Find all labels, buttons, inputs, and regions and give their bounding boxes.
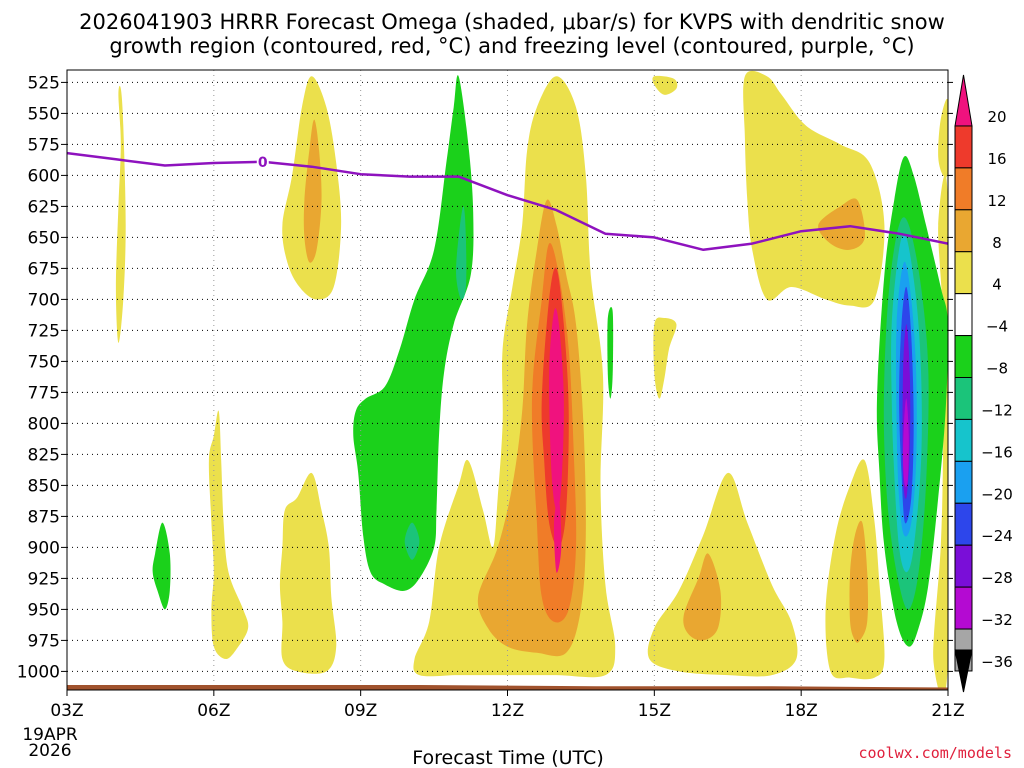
colorbar-bin-top (954, 74, 973, 127)
colorbar-label-4: 4 (992, 276, 1002, 294)
x-tick-label-21Z: 21Z (931, 701, 964, 721)
colorbar-label-5: −4 (986, 318, 1008, 336)
chart-title-line2: growth region (contoured, red, °C) and f… (109, 34, 914, 58)
y-tick-label-775: 775 (28, 383, 60, 403)
omega-positive-15z-lowlevel-8 (683, 553, 722, 641)
omega-4-to-8-small-lowlevel (152, 522, 171, 610)
colorbar: 20 16 12 8 4 −4 −8 −12 −16 −20 −24 −28 −32 −36 (954, 74, 1013, 693)
x-tick-label-09Z: 09Z (344, 701, 377, 721)
colorbar-label-10: −24 (981, 527, 1013, 545)
y-tick-label-600: 600 (28, 166, 60, 186)
colorbar-label-1: 16 (987, 150, 1006, 168)
colorbar-bin-3 (954, 209, 973, 253)
omega-positive-14z-small (653, 317, 677, 399)
colorbar-label-9: −20 (981, 485, 1013, 503)
y-tick-label-875: 875 (28, 507, 60, 527)
x-axis-title: Forecast Time (UTC) (412, 747, 603, 768)
y-tick-label-575: 575 (28, 135, 60, 155)
pressure-axis: 525 550 575 600 625 650 675 700 725 750 775 800 825 8… (17, 73, 953, 682)
colorbar-bin-2 (954, 167, 973, 211)
omega-negative-11z-core-lower (404, 522, 420, 560)
y-tick-label-525: 525 (28, 73, 60, 93)
time-axis: 03Z 06Z 09Z 12Z 15Z 18Z 21Z (50, 690, 965, 721)
y-tick-label-800: 800 (28, 414, 60, 434)
colorbar-label-12: −32 (981, 611, 1013, 629)
colorbar-label-3: 8 (992, 234, 1002, 252)
omega-positive-upper-broad (652, 75, 678, 95)
colorbar-bin-bottom (954, 649, 973, 693)
x-tick-label-15Z: 15Z (638, 701, 671, 721)
colorbar-bin-10 (954, 502, 973, 546)
freezing-level-line (67, 151, 948, 252)
omega-positive-19z-lowlevel-8 (849, 520, 869, 643)
omega-positive-18z-upper-8 (818, 198, 865, 250)
omega-positive-06z-lowlevel (208, 410, 249, 659)
colorbar-label-11: −28 (981, 569, 1013, 587)
y-tick-label-975: 975 (28, 631, 60, 651)
y-tick-label-625: 625 (28, 197, 60, 217)
y-tick-label-825: 825 (28, 445, 60, 465)
omega-negative-11z-core-upper (456, 206, 467, 300)
omega-4-to-8-early-updraft (115, 85, 126, 343)
omega-positive-14z-sliver (607, 306, 614, 399)
colorbar-label-2: 12 (987, 192, 1006, 210)
freezing-level-label: 0 (258, 155, 268, 171)
y-tick-label-950: 950 (28, 600, 60, 620)
surface-terrain (67, 685, 948, 690)
credit-text: coolwx.com/models (858, 744, 1012, 762)
y-tick-label-1000: 1000 (17, 662, 60, 682)
x-tick-label-18Z: 18Z (785, 701, 818, 721)
x-tick-label-06Z: 06Z (197, 701, 230, 721)
date-label-day: 19APR (22, 725, 78, 745)
freezing-level-layer: 0 (67, 151, 948, 252)
colorbar-bin-7 (954, 377, 973, 420)
colorbar-bin-1 (954, 125, 973, 169)
omega-negative-11z-column (353, 75, 474, 591)
omega-positive-08z-lowlevel (279, 472, 337, 674)
colorbar-label-8: −16 (981, 443, 1013, 461)
colorbar-label-6: −8 (986, 360, 1008, 378)
chart-title-line1: 2026041903 HRRR Forecast Omega (shaded, … (79, 10, 945, 34)
omega-shading-layer (115, 70, 948, 690)
omega-positive-12z-20 (549, 308, 564, 511)
y-tick-label-750: 750 (28, 352, 60, 372)
y-tick-label-925: 925 (28, 569, 60, 589)
x-tick-label-12Z: 12Z (491, 701, 524, 721)
grid-lines (67, 70, 948, 690)
freezing-label-bg (256, 153, 269, 169)
x-tick-label-03Z: 03Z (50, 701, 83, 721)
omega-positive-21z-edge (938, 99, 948, 178)
colorbar-bin-4 (954, 251, 973, 295)
colorbar-label-0: 20 (987, 108, 1006, 126)
surface-terrain-layer (67, 685, 948, 690)
colorbar-bin-5 (954, 293, 973, 337)
omega-positive-07z-core (303, 119, 322, 263)
y-tick-label-675: 675 (28, 259, 60, 279)
omega-positive-12z-20-lower (553, 497, 562, 573)
omega-negative-20z-28 (902, 398, 909, 488)
y-tick-label-850: 850 (28, 476, 60, 496)
colorbar-label-7: −12 (981, 401, 1013, 419)
colorbar-bin-8 (954, 418, 973, 462)
y-tick-label-650: 650 (28, 228, 60, 248)
y-tick-label-550: 550 (28, 104, 60, 124)
colorbar-bin-9 (954, 460, 973, 504)
colorbar-label-13: −36 (981, 653, 1013, 671)
y-tick-label-700: 700 (28, 290, 60, 310)
colorbar-bin-6 (954, 335, 973, 379)
y-tick-label-900: 900 (28, 538, 60, 558)
colorbar-bin-11 (954, 544, 973, 588)
colorbar-bin-12 (954, 586, 973, 630)
date-label-year: 2026 (28, 741, 71, 761)
y-tick-label-725: 725 (28, 321, 60, 341)
